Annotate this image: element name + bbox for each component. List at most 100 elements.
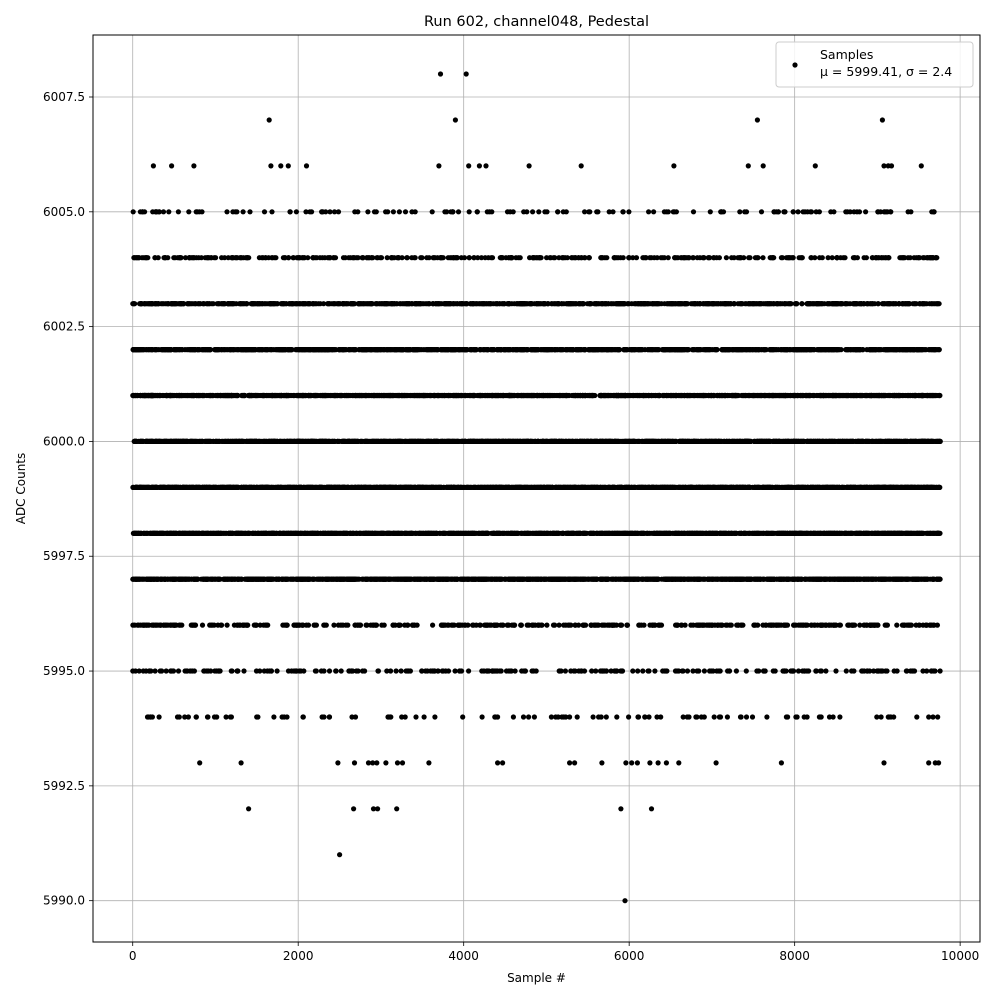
sample-point: [613, 530, 620, 536]
sample-point: [909, 576, 915, 582]
sample-point: [591, 530, 597, 536]
sample-point: [407, 576, 413, 582]
sample-point: [854, 576, 860, 582]
sample-point: [314, 576, 320, 582]
sample-point: [267, 576, 273, 582]
sample-point: [493, 530, 500, 536]
sample-point: [839, 576, 845, 582]
sample-point: [337, 576, 343, 582]
sample-point: [821, 530, 827, 536]
sample-point: [690, 530, 696, 536]
sample-point: [190, 530, 196, 536]
sample-point: [842, 530, 848, 536]
sample-point: [933, 576, 940, 582]
sample-point: [388, 576, 394, 582]
sample-point: [760, 576, 766, 582]
sample-point: [535, 530, 541, 536]
sample-point: [670, 530, 676, 536]
sample-point: [752, 576, 758, 582]
sample-point: [158, 530, 164, 536]
sample-point: [675, 576, 682, 582]
sample-point: [255, 576, 261, 582]
sample-point: [579, 576, 586, 582]
sample-point: [171, 530, 177, 536]
sample-point: [893, 576, 899, 582]
sample-point: [806, 576, 813, 582]
sample-point: [604, 530, 610, 536]
sample-point: [317, 576, 324, 582]
sample-point: [574, 576, 580, 582]
sample-point: [561, 576, 567, 582]
sample-point: [217, 576, 223, 582]
sample-point: [301, 576, 308, 582]
sample-point: [503, 576, 509, 582]
sample-point: [144, 576, 150, 582]
sample-point: [604, 576, 610, 582]
sample-point: [163, 530, 169, 536]
sample-point: [856, 530, 862, 536]
sample-point: [199, 530, 205, 536]
sample-point: [921, 530, 927, 536]
sample-point: [654, 530, 660, 536]
sample-point: [783, 576, 789, 582]
sample-point: [398, 576, 404, 582]
sample-point: [224, 576, 230, 582]
sample-point: [421, 576, 427, 582]
sample-point: [879, 530, 885, 536]
sample-point: [831, 576, 837, 582]
sample-point: [132, 576, 138, 582]
sample-point: [171, 576, 177, 582]
sample-point: [865, 576, 871, 582]
sample-point: [456, 530, 462, 536]
sample-point: [769, 530, 775, 536]
sample-point: [135, 530, 141, 536]
sample-point: [481, 576, 487, 582]
sample-point: [322, 576, 328, 582]
sample-point: [498, 576, 504, 582]
sample-point: [770, 576, 776, 582]
sample-point: [447, 530, 453, 536]
sample-point: [181, 530, 187, 536]
sample-point: [760, 530, 766, 536]
sample-point: [822, 576, 828, 582]
sample-point: [252, 530, 258, 536]
sample-point: [764, 576, 770, 582]
sample-point: [597, 576, 604, 582]
sample-point: [830, 530, 836, 536]
sample-point: [937, 576, 943, 582]
sample-point: [547, 576, 553, 582]
sample-point: [427, 576, 433, 582]
chart-title: Run 602, channel048, Pedestal: [424, 14, 649, 30]
sample-point: [248, 576, 254, 582]
sample-point: [211, 530, 217, 536]
sample-point: [788, 530, 794, 536]
sample-point: [727, 576, 733, 582]
sample-point: [488, 530, 494, 536]
sample-point: [422, 530, 428, 536]
sample-point: [488, 576, 494, 582]
sample-point: [845, 576, 851, 582]
sample-point: [655, 576, 662, 582]
sample-point: [530, 576, 536, 582]
sample-point: [263, 530, 269, 536]
sample-point: [333, 530, 339, 536]
sample-point: [153, 530, 159, 536]
sample-point: [907, 530, 913, 536]
sample-point: [416, 576, 422, 582]
sample-point: [202, 576, 209, 582]
sample-point: [798, 576, 804, 582]
sample-point: [682, 576, 688, 582]
sample-point: [295, 576, 301, 582]
sample-point: [301, 530, 307, 536]
sample-point: [927, 530, 934, 536]
sample-point: [465, 530, 471, 536]
sample-point: [431, 576, 437, 582]
sample-point: [235, 576, 241, 582]
sample-point: [720, 576, 726, 582]
data-points: [130, 71, 943, 904]
sample-point: [384, 530, 390, 536]
sample-point: [155, 576, 161, 582]
sample-point: [901, 576, 908, 582]
sample-point: [326, 576, 333, 582]
sample-point: [541, 576, 548, 582]
